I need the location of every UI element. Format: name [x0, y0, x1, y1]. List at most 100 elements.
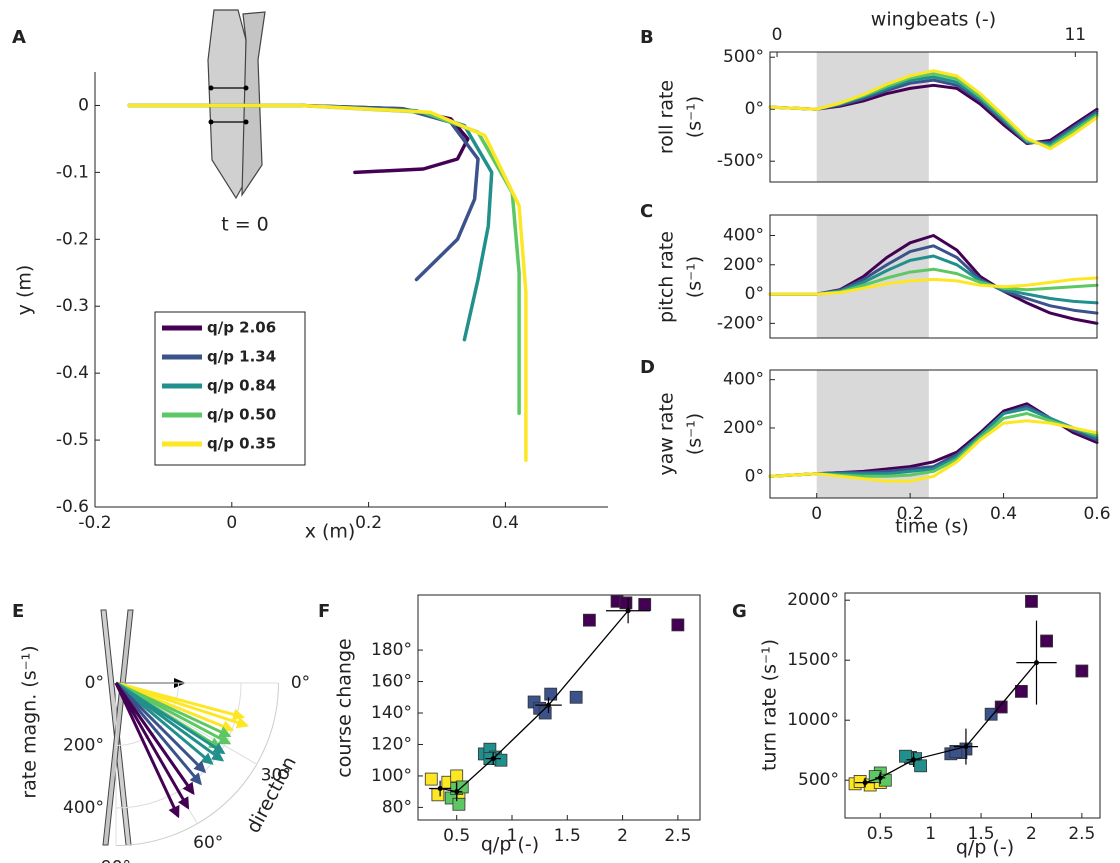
series-line — [127, 103, 494, 342]
series-line — [768, 69, 1099, 151]
mean-point — [545, 702, 551, 708]
joint — [243, 119, 249, 125]
joint — [243, 85, 249, 91]
point — [1075, 664, 1089, 678]
point — [994, 700, 1008, 714]
point — [431, 788, 445, 802]
point — [638, 598, 652, 611]
y-tick-label: -0.2 — [56, 229, 89, 249]
y-axis-label: rate magn. (s⁻¹) — [19, 645, 41, 798]
legend-label: q/p 0.84 — [207, 377, 276, 395]
x-axis-label: time (s) — [895, 516, 969, 538]
x-axis-label: x (m) — [305, 521, 356, 543]
point — [452, 797, 466, 811]
axes-box — [769, 51, 1098, 183]
legend-label: q/p 1.34 — [207, 348, 276, 366]
rate-arrow — [114, 682, 190, 810]
y-tick-label: 80° — [382, 797, 412, 817]
legend-label: q/p 0.35 — [207, 435, 276, 453]
y-tick-label: 400° — [723, 370, 764, 390]
x-tick-label: 1.5 — [554, 826, 581, 846]
y-axis-label: roll rate — [656, 80, 678, 154]
mean-point — [490, 756, 496, 762]
x-tick-label: 1 — [925, 824, 936, 844]
panel-letter: G — [732, 601, 747, 622]
x-tick-label: 0.2 — [355, 513, 382, 533]
point — [544, 687, 558, 701]
series-line — [127, 103, 528, 462]
point — [1040, 634, 1053, 648]
point — [949, 745, 963, 758]
y-tick-label: 160° — [371, 672, 412, 692]
point — [984, 707, 998, 721]
y-axis-label: y (m) — [14, 265, 36, 316]
panel-letter: F — [318, 601, 330, 622]
y-tick-label: -0.6 — [56, 497, 89, 517]
y-tick-label: 1500° — [787, 650, 839, 670]
y-tick-label: 0 — [78, 95, 89, 115]
x-tick-label: 1.5 — [968, 824, 995, 844]
panel-letter: B — [640, 27, 654, 48]
y-tick-label: 200° — [723, 255, 764, 275]
point — [619, 596, 633, 610]
x-tick-label: 2 — [1026, 824, 1037, 844]
x-tick-label: 0.6 — [1083, 504, 1110, 524]
x-tick-label: 2.5 — [664, 826, 691, 846]
y-axis-label: course change — [334, 638, 356, 777]
mean-point — [963, 744, 969, 750]
theta-tick-label: 60° — [193, 833, 223, 853]
y-tick-label: -0.5 — [56, 430, 89, 450]
y-tick-label: 500° — [723, 47, 764, 67]
x-tick-label: 2.5 — [1068, 824, 1095, 844]
x-axis-label: q/p (-) — [956, 837, 1014, 859]
x-tick-label: 0.5 — [867, 824, 894, 844]
y-tick-label: 2000° — [787, 590, 839, 610]
rate-arrow — [115, 681, 225, 762]
panel-letter: C — [640, 201, 653, 222]
legend-label: q/p 0.50 — [207, 406, 276, 424]
axes-box — [769, 214, 1098, 339]
y-tick-label: -0.3 — [56, 296, 89, 316]
y-tick-label: 0° — [745, 284, 764, 304]
mean-point — [625, 608, 631, 614]
rate-arrow — [114, 682, 202, 786]
point — [1025, 595, 1038, 608]
joint — [208, 85, 214, 91]
wing — [241, 11, 266, 198]
y-axis-label: yaw rate — [656, 392, 678, 475]
axes-box — [417, 594, 701, 821]
y-tick-label: 500° — [798, 770, 839, 790]
x2-axis-label: wingbeats (-) — [871, 9, 996, 31]
y-tick-label: 180° — [371, 640, 412, 660]
x-tick-label: 1 — [507, 826, 518, 846]
y-tick-label: -0.1 — [56, 162, 89, 182]
mean-point — [1034, 660, 1040, 666]
rate-arrow — [115, 681, 214, 765]
x-axis-label: q/p (-) — [481, 834, 539, 856]
y-axis-unit: (s⁻¹) — [684, 256, 706, 298]
point — [914, 759, 927, 773]
point — [424, 772, 438, 786]
rate-arrow — [114, 681, 207, 774]
y-tick-label: 400° — [723, 226, 764, 246]
series-line — [768, 419, 1099, 483]
point — [450, 769, 464, 783]
panel-letter: E — [12, 601, 24, 622]
y-tick-label: -500° — [717, 151, 764, 171]
point — [569, 690, 583, 704]
y-axis-label: pitch rate — [656, 231, 678, 323]
x-tick-label: 0 — [811, 504, 822, 524]
x-tick-label: -0.2 — [78, 513, 111, 533]
rate-arrow — [114, 682, 195, 796]
x-tick-label: 0 — [226, 513, 237, 533]
theta-tick-label: 90° — [101, 858, 131, 863]
y-axis-label: turn rate (s⁻¹) — [759, 639, 781, 771]
y-tick-label: 200° — [723, 418, 764, 438]
x2-tick-label: 11 — [1064, 25, 1086, 45]
panel-letter: A — [12, 27, 26, 48]
series-line — [127, 103, 470, 175]
y-tick-label: 0° — [745, 466, 764, 486]
x2-tick-label: 0 — [772, 25, 783, 45]
y-tick-label: 100° — [371, 766, 412, 786]
r-tick-label: 200° — [63, 736, 104, 756]
